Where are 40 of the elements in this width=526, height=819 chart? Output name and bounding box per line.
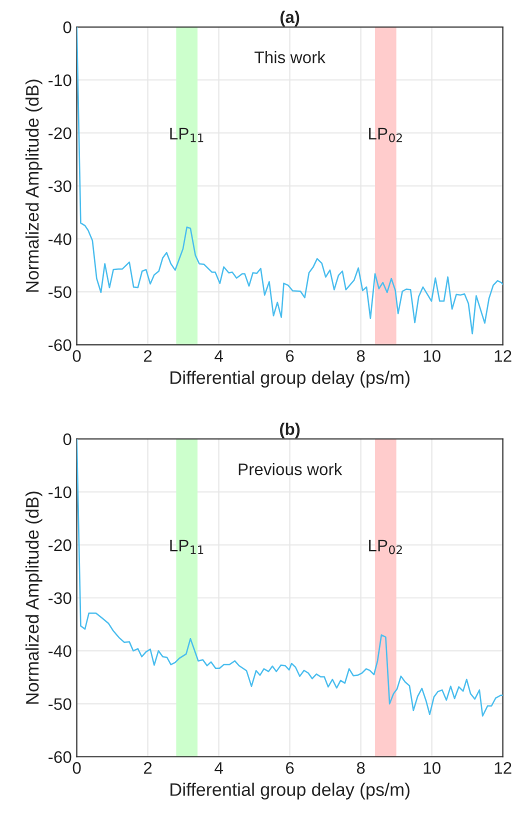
y-tick-label: -30 [48,180,72,192]
x-tick-label: 2 [144,762,152,774]
x-tick-label: 4 [214,350,223,362]
y-tick-label: -10 [48,486,72,498]
y-tick-label: -40 [48,645,72,658]
y-axis-title: Normalized Amplitude (dB) [25,492,42,704]
annotation: This work [254,51,326,64]
y-tick-label: -30 [48,592,72,604]
x-tick-label: 10 [424,350,440,362]
y-tick-label: -10 [48,74,72,86]
band-label: LP$_{02}$ [369,128,402,142]
y-tick-label: -40 [48,233,72,246]
y-tick-label: 0 [63,433,72,446]
y-tick-label: -50 [48,698,72,710]
x-tick-label: 12 [494,762,512,774]
y-tick-label: -20 [48,127,72,140]
x-axis-title: Differential group delay (ps/m) [170,370,410,388]
y-tick-label: -20 [48,539,72,552]
y-tick-label: -50 [48,286,72,298]
x-tick-label: 0 [72,762,81,774]
x-tick-label: 12 [494,350,512,362]
x-tick-label: 0 [72,350,81,362]
x-tick-label: 10 [424,762,440,774]
x-tick-label: 8 [356,350,365,362]
annotation: Previous work [238,462,342,476]
y-axis-title: Normalized Amplitude (dB) [25,80,42,292]
band-label: LP$_{11}$ [170,128,204,142]
x-tick-label: 6 [286,762,294,774]
x-tick-label: 2 [144,350,152,362]
y-tick-label: -60 [48,339,72,351]
band-label: LP$_{02}$ [369,540,402,554]
y-tick-label: -60 [48,751,72,763]
x-axis-title: Differential group delay (ps/m) [170,782,410,800]
chart-title: (a) [280,10,300,26]
chart-title: (b) [280,422,300,438]
band-label: LP$_{11}$ [170,540,204,554]
x-tick-label: 8 [356,762,365,774]
x-tick-label: 6 [286,350,294,362]
x-tick-label: 4 [214,762,223,774]
y-tick-label: 0 [63,21,72,34]
